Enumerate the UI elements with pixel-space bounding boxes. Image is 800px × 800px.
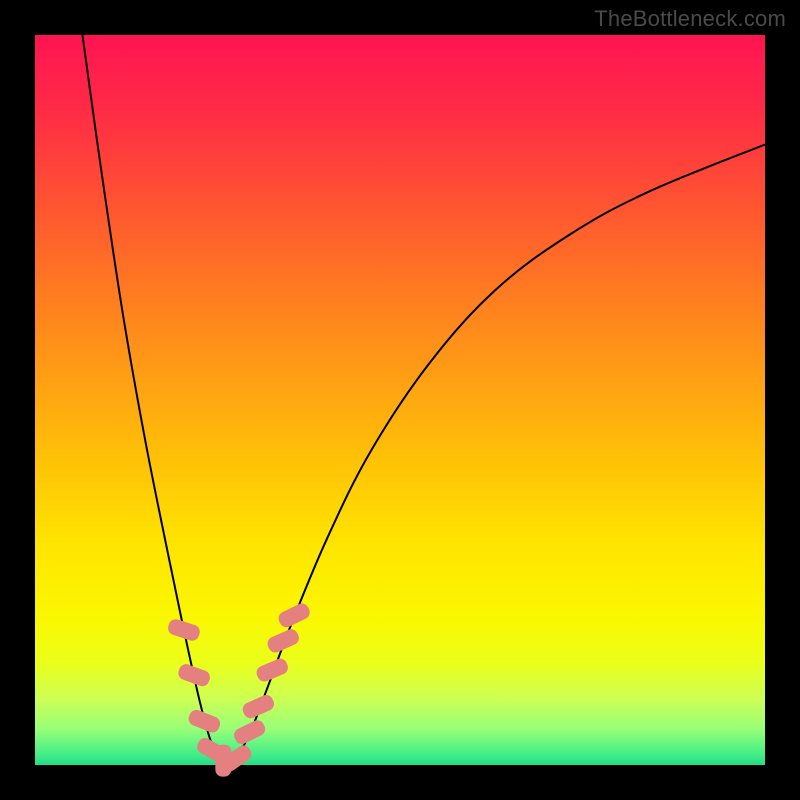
chart-frame: TheBottleneck.com bbox=[0, 0, 800, 800]
watermark-text: TheBottleneck.com bbox=[594, 6, 786, 32]
bottleneck-curve bbox=[35, 35, 765, 765]
curve-marker bbox=[241, 693, 277, 721]
curve-marker bbox=[232, 718, 268, 746]
curve-marker bbox=[187, 708, 223, 735]
curve-marker bbox=[265, 627, 301, 655]
curve-marker bbox=[254, 656, 290, 683]
curve-marker bbox=[166, 617, 201, 642]
curve-marker bbox=[176, 662, 212, 688]
curve-marker bbox=[276, 601, 312, 629]
plot-area bbox=[35, 35, 765, 765]
